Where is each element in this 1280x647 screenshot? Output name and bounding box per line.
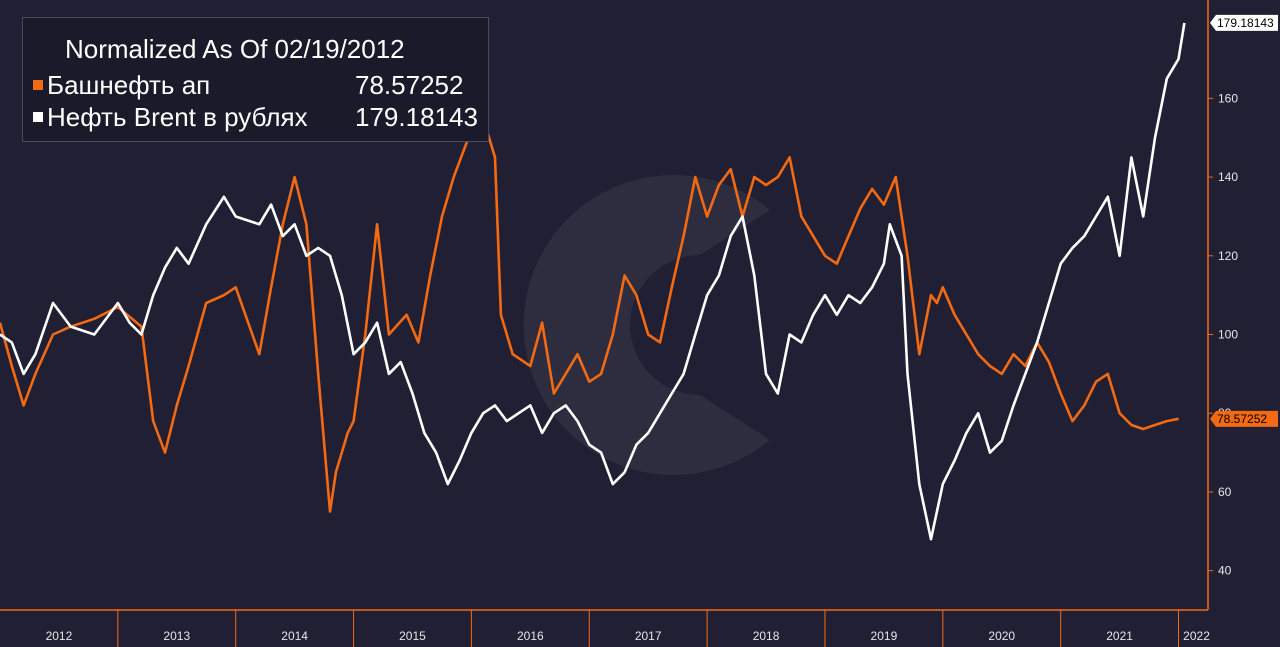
x-tick-label: 2019 bbox=[871, 629, 898, 643]
last-value-tag-brent bbox=[1210, 14, 1278, 31]
x-tick-label: 2021 bbox=[1106, 629, 1133, 643]
x-tick-label: 2016 bbox=[517, 629, 544, 643]
value-label-layer: 78.57252 179.18143 bbox=[1210, 14, 1278, 427]
watermark-logo bbox=[523, 175, 770, 476]
legend-swatch-bashneft bbox=[33, 80, 43, 91]
x-tick-label: 2014 bbox=[281, 629, 308, 643]
x-tick-label: 2013 bbox=[163, 629, 190, 643]
series-line-bashneft bbox=[0, 116, 1179, 513]
legend-value-brent: 179.18143 bbox=[355, 102, 478, 132]
y-tick-label: 60 bbox=[1218, 485, 1232, 499]
legend-name-brent: Нефть Brent в рублях bbox=[47, 102, 308, 132]
x-tick-label: 2017 bbox=[635, 629, 662, 643]
y-tick-label: 40 bbox=[1218, 564, 1232, 578]
last-value-label-bashneft: 78.57252 bbox=[1217, 412, 1267, 426]
series-layer bbox=[0, 22, 1186, 541]
x-tick-label: 2020 bbox=[988, 629, 1015, 643]
legend-entry-brent: Нефть Brent в рублях 179.18143 bbox=[33, 102, 478, 134]
last-value-label-brent: 179.18143 bbox=[1217, 16, 1274, 30]
y-tick-label: 140 bbox=[1218, 170, 1238, 184]
series-line-brent bbox=[0, 22, 1186, 541]
legend-entry-bashneft: Башнефть ап 78.57252 bbox=[33, 70, 463, 102]
legend-value-bashneft: 78.57252 bbox=[355, 70, 464, 100]
legend: Normalized As Of 02/19/2012 Башнефть ап … bbox=[22, 17, 489, 142]
x-tick-label: 2022 bbox=[1183, 629, 1210, 643]
y-tick-label: 120 bbox=[1218, 249, 1238, 263]
y-tick-label: 100 bbox=[1218, 328, 1238, 342]
legend-name-bashneft: Башнефть ап bbox=[47, 70, 211, 100]
axis-layer: 4060801001201401602012201320142015201620… bbox=[0, 0, 1238, 647]
y-tick-label: 160 bbox=[1218, 91, 1238, 105]
legend-title: Normalized As Of 02/19/2012 bbox=[65, 34, 405, 64]
last-value-tag-bashneft bbox=[1210, 410, 1278, 427]
x-tick-label: 2018 bbox=[753, 629, 780, 643]
x-tick-label: 2015 bbox=[399, 629, 426, 643]
legend-swatch-brent bbox=[33, 112, 43, 123]
x-tick-label: 2012 bbox=[46, 629, 73, 643]
